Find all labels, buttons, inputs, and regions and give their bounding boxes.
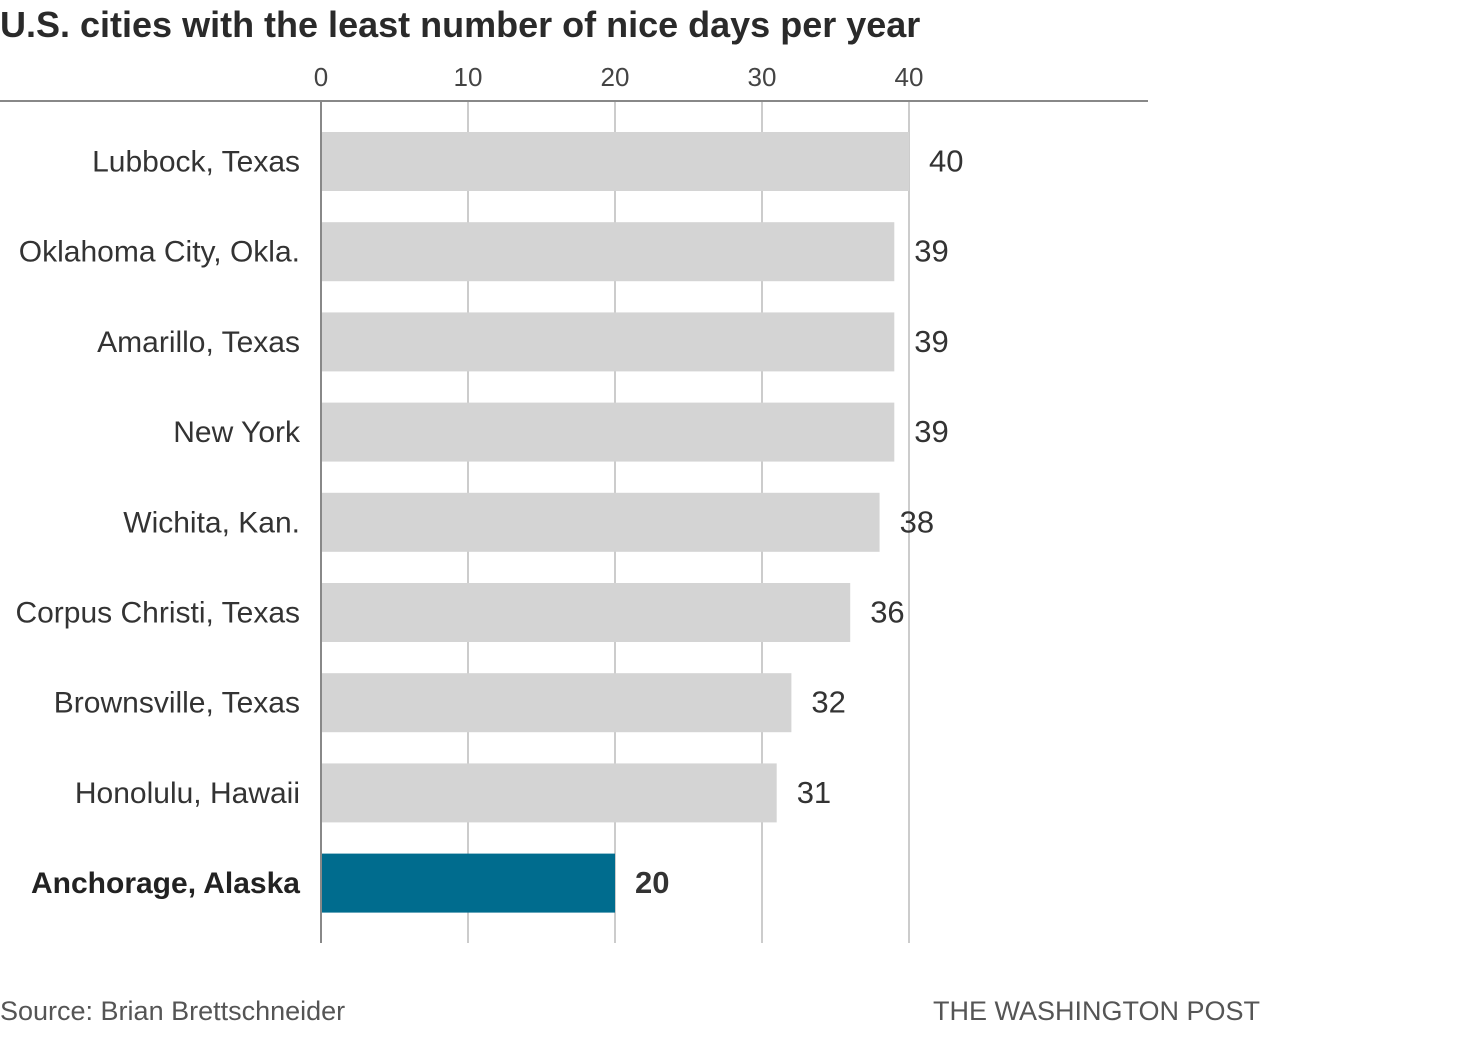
bar <box>322 853 615 913</box>
category-label: New York <box>173 416 301 449</box>
x-tick-label: 20 <box>601 62 630 92</box>
axis-layer: 0 10 20 30 40 <box>0 62 1148 943</box>
value-label: 39 <box>914 414 948 449</box>
label-layer: Lubbock, Texas 40 Oklahoma City, Okla. 39 Am… <box>15 144 963 901</box>
category-label: Amarillo, Texas <box>97 326 300 359</box>
bar <box>322 132 909 191</box>
category-label: Oklahoma City, Okla. <box>19 236 300 269</box>
category-label: Anchorage, Alaska <box>31 867 300 900</box>
bar <box>322 312 895 372</box>
x-tick-label: 40 <box>895 62 924 92</box>
category-label: Wichita, Kan. <box>123 506 300 539</box>
x-tick-label: 10 <box>454 62 483 92</box>
category-label: Corpus Christi, Texas <box>15 597 300 630</box>
value-label: 36 <box>870 595 904 630</box>
bar-layer <box>322 132 909 913</box>
source-note: Source: Brian Brettschneider <box>0 996 346 1026</box>
category-label: Lubbock, Texas <box>92 146 300 179</box>
value-label: 32 <box>811 685 845 720</box>
bar <box>322 673 792 733</box>
chart-title: U.S. cities with the least number of nic… <box>0 4 921 45</box>
value-label: 20 <box>635 865 669 900</box>
bar <box>322 583 851 642</box>
category-label: Brownsville, Texas <box>54 687 300 720</box>
value-label: 40 <box>929 144 963 179</box>
publisher-credit: THE WASHINGTON POST <box>933 996 1261 1026</box>
bar <box>322 222 895 282</box>
value-label: 39 <box>914 324 948 359</box>
x-tick-label: 30 <box>748 62 777 92</box>
value-label: 38 <box>900 504 934 539</box>
value-label: 31 <box>797 775 831 810</box>
bar <box>322 492 880 552</box>
bar <box>322 763 777 823</box>
x-tick-label: 0 <box>314 62 328 92</box>
category-label: Honolulu, Hawaii <box>75 777 300 810</box>
value-label: 39 <box>914 234 948 269</box>
bar <box>322 402 895 462</box>
